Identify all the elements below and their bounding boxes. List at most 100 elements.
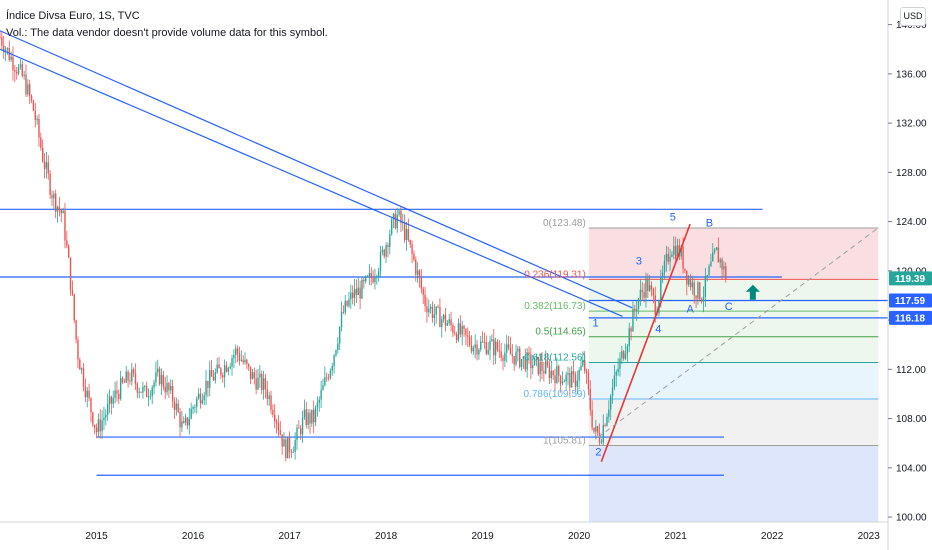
fib-label: 1(105.81) bbox=[543, 436, 586, 447]
candle-body bbox=[3, 45, 5, 53]
candle-body bbox=[348, 299, 350, 306]
candle-body bbox=[23, 74, 25, 76]
candle-body bbox=[171, 385, 174, 402]
candle-body bbox=[545, 361, 547, 374]
candle-body bbox=[164, 386, 166, 393]
candle-body bbox=[88, 390, 90, 399]
candle-body bbox=[47, 162, 49, 174]
candle-body bbox=[99, 419, 101, 432]
candle-body bbox=[647, 278, 649, 291]
wave-label: 4 bbox=[655, 323, 661, 335]
fib-zone bbox=[588, 399, 879, 446]
candle-body bbox=[149, 396, 152, 397]
candle-body bbox=[353, 289, 356, 299]
candle-body bbox=[145, 386, 148, 398]
candle-body bbox=[571, 371, 573, 388]
candle-body bbox=[196, 398, 198, 407]
candle-body bbox=[316, 402, 319, 408]
currency-button[interactable]: USD bbox=[900, 7, 926, 26]
wave-label: B bbox=[706, 218, 713, 230]
candle-body bbox=[214, 372, 217, 381]
candle-body bbox=[277, 423, 280, 431]
candle-body bbox=[331, 365, 333, 371]
candle-body bbox=[476, 344, 478, 355]
candle-body bbox=[285, 439, 287, 459]
candle-body bbox=[279, 430, 281, 435]
candle-body bbox=[36, 118, 38, 121]
candle-body bbox=[409, 239, 411, 245]
candle-body bbox=[635, 309, 638, 311]
candle-body bbox=[127, 371, 129, 381]
horizontal-lines[interactable] bbox=[0, 208, 888, 476]
candle-body bbox=[468, 336, 471, 345]
candle-body bbox=[485, 342, 488, 355]
candle-body bbox=[101, 420, 103, 432]
candle-body bbox=[550, 370, 552, 379]
candle-body bbox=[522, 356, 525, 360]
candle-body bbox=[207, 380, 209, 388]
candle-body bbox=[665, 253, 668, 261]
candle-body bbox=[639, 289, 642, 300]
candle-body bbox=[294, 440, 296, 452]
candle-body bbox=[43, 161, 46, 169]
candle-body bbox=[480, 341, 482, 350]
candle-body bbox=[481, 341, 484, 343]
wave-label: A bbox=[686, 304, 694, 316]
candle-body bbox=[307, 412, 309, 425]
candle-body bbox=[103, 417, 105, 421]
wave-label: 3 bbox=[636, 256, 642, 268]
candle-body bbox=[422, 288, 424, 295]
fib-label: 0.236(119.31) bbox=[524, 269, 586, 280]
candle-body bbox=[351, 292, 354, 299]
candle-body bbox=[320, 389, 322, 400]
candle-body bbox=[301, 417, 304, 435]
candle-body bbox=[338, 326, 341, 344]
candle-body bbox=[340, 312, 343, 327]
candle-body bbox=[593, 427, 595, 432]
candle-body bbox=[158, 368, 161, 385]
candle-body bbox=[532, 365, 534, 369]
candle-body bbox=[303, 409, 306, 418]
candle-body bbox=[591, 410, 593, 428]
candle-body bbox=[387, 245, 389, 248]
candle-body bbox=[418, 270, 421, 278]
candle-body bbox=[489, 341, 491, 350]
candle-body bbox=[199, 393, 202, 404]
candle-body bbox=[628, 328, 630, 347]
candle-body bbox=[344, 300, 346, 313]
candle-body bbox=[390, 219, 393, 235]
candle-body bbox=[572, 371, 575, 375]
trend-lines[interactable] bbox=[0, 30, 879, 462]
candle-body bbox=[383, 249, 385, 257]
candle-body bbox=[520, 359, 523, 367]
price-badges: 119.39 117.59 116.18 bbox=[889, 271, 932, 325]
candle-body bbox=[194, 406, 196, 408]
candle-body bbox=[667, 253, 669, 262]
candle-body bbox=[132, 369, 135, 374]
candle-body bbox=[8, 48, 10, 60]
candle-body bbox=[689, 278, 692, 288]
candle-body bbox=[454, 332, 456, 335]
candle-body bbox=[346, 300, 348, 306]
trend-line bbox=[0, 48, 623, 317]
candle-body bbox=[49, 173, 51, 195]
chart-title: Índice Divsa Euro, 1S, TVC bbox=[6, 10, 140, 22]
x-tick-label: 2020 bbox=[568, 531, 591, 542]
candle-body bbox=[121, 378, 124, 382]
candle-body bbox=[502, 357, 504, 361]
candle-body bbox=[611, 387, 614, 397]
candle-body bbox=[648, 285, 651, 291]
fib-labels: 0(123.48) 0.236(119.31) 0.382(116.73) 0.5(1… bbox=[524, 218, 586, 447]
fib-label: 0.786(109.59) bbox=[524, 389, 586, 400]
candle-body bbox=[431, 306, 434, 319]
candle-body bbox=[314, 407, 317, 423]
candle-body bbox=[97, 419, 100, 433]
candle-body bbox=[268, 395, 270, 400]
candle-body bbox=[491, 339, 493, 342]
candle-body bbox=[396, 214, 398, 229]
candle-body bbox=[225, 365, 228, 372]
candle-body bbox=[511, 354, 514, 357]
fib-zone bbox=[588, 362, 879, 400]
candle-body bbox=[16, 71, 18, 74]
